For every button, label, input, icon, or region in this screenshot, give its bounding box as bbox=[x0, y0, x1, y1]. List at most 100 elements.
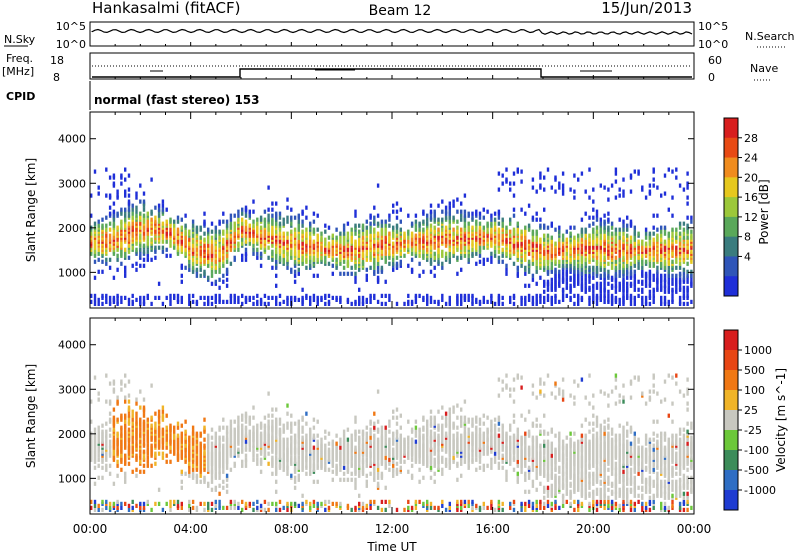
velocity-cell bbox=[93, 499, 97, 504]
power-cell bbox=[675, 265, 678, 270]
power-cell bbox=[263, 301, 267, 306]
velocity-cell bbox=[293, 479, 297, 484]
power-cell bbox=[154, 255, 157, 260]
power-cell bbox=[188, 255, 191, 260]
velocity-cell bbox=[248, 429, 251, 434]
power-cell bbox=[561, 233, 565, 238]
velocity-cell bbox=[139, 469, 142, 474]
power-cell bbox=[501, 173, 504, 178]
velocity-cell bbox=[214, 503, 217, 508]
power-cell bbox=[618, 257, 621, 262]
velocity-cell bbox=[275, 455, 278, 460]
power-cell bbox=[573, 173, 576, 178]
power-cell bbox=[161, 221, 165, 226]
power-cell bbox=[531, 185, 535, 190]
velocity-cell bbox=[131, 499, 134, 504]
velocity-cell bbox=[108, 501, 112, 506]
power-cell bbox=[327, 293, 331, 298]
velocity-cell bbox=[116, 473, 119, 478]
power-cell bbox=[690, 269, 693, 274]
power-cell bbox=[512, 207, 516, 212]
power-cell bbox=[584, 261, 587, 266]
power-cell bbox=[686, 301, 689, 306]
power-cell bbox=[361, 231, 365, 236]
power-cell bbox=[316, 233, 319, 238]
power-cell bbox=[93, 221, 97, 226]
power-cell bbox=[173, 219, 176, 224]
velocity-cell bbox=[176, 421, 180, 426]
velocity-cell bbox=[203, 475, 206, 480]
velocity-cell bbox=[161, 427, 165, 432]
velocity-cell bbox=[139, 389, 142, 394]
power-cell bbox=[490, 255, 493, 260]
power-cell bbox=[607, 281, 610, 286]
power-cell bbox=[384, 249, 387, 254]
power-cell bbox=[380, 265, 384, 270]
velocity-cell bbox=[139, 453, 142, 458]
velocity-cell bbox=[157, 487, 161, 492]
power-cell bbox=[629, 239, 633, 244]
power-cell bbox=[142, 207, 146, 212]
power-cell bbox=[252, 237, 255, 242]
power-cell bbox=[90, 293, 93, 298]
power-cell bbox=[297, 239, 300, 244]
velocity-cell bbox=[120, 379, 123, 384]
power-cell bbox=[524, 239, 527, 244]
velocity-cell bbox=[301, 493, 304, 498]
power-cell bbox=[407, 235, 410, 240]
velocity-cell bbox=[233, 461, 236, 466]
power-cell bbox=[339, 261, 342, 266]
power-cell bbox=[358, 267, 361, 272]
power-cell bbox=[595, 285, 599, 290]
power-cell bbox=[686, 181, 689, 186]
velocity-cell bbox=[146, 417, 149, 422]
power-cell bbox=[618, 231, 621, 236]
power-cell bbox=[539, 171, 542, 176]
power-cell bbox=[633, 295, 636, 300]
velocity-cell bbox=[210, 449, 214, 454]
power-cell bbox=[690, 215, 693, 220]
power-cell bbox=[527, 251, 531, 256]
power-cell bbox=[150, 209, 153, 214]
power-cell bbox=[350, 265, 353, 270]
velocity-cell bbox=[199, 441, 202, 446]
power-cell bbox=[678, 271, 682, 276]
velocity-cell bbox=[112, 415, 116, 420]
power-cell bbox=[120, 295, 123, 300]
power-cell bbox=[573, 261, 576, 266]
velocity-cell bbox=[229, 427, 233, 432]
power-cell bbox=[203, 269, 206, 274]
power-cell bbox=[456, 271, 459, 276]
power-cell bbox=[108, 221, 112, 226]
power-cell bbox=[271, 201, 274, 206]
power-cell bbox=[203, 219, 206, 224]
power-cell bbox=[543, 299, 546, 304]
power-cell bbox=[339, 235, 342, 240]
power-cell bbox=[663, 289, 667, 294]
power-cell bbox=[493, 301, 497, 306]
power-cell bbox=[577, 269, 580, 274]
power-cell bbox=[267, 255, 270, 260]
power-cell bbox=[127, 199, 131, 204]
power-cell bbox=[637, 265, 640, 270]
velocity-cell bbox=[127, 419, 131, 424]
power-cell bbox=[426, 221, 429, 226]
power-cell bbox=[531, 295, 535, 300]
power-cell bbox=[531, 237, 535, 242]
power-cell bbox=[588, 255, 591, 260]
power-cell bbox=[607, 297, 610, 302]
velocity-cell bbox=[241, 507, 244, 512]
power-cell bbox=[682, 271, 686, 276]
power-cell bbox=[554, 293, 557, 298]
power-cell bbox=[210, 269, 214, 274]
velocity-cell bbox=[252, 457, 255, 462]
power-cell bbox=[354, 223, 357, 228]
power-cell bbox=[275, 211, 278, 216]
velocity-cell bbox=[290, 421, 293, 426]
velocity-cell bbox=[286, 471, 289, 476]
power-cell bbox=[644, 295, 648, 300]
power-cell bbox=[90, 213, 93, 218]
velocity-cell bbox=[275, 435, 278, 440]
velocity-cell bbox=[290, 413, 293, 418]
